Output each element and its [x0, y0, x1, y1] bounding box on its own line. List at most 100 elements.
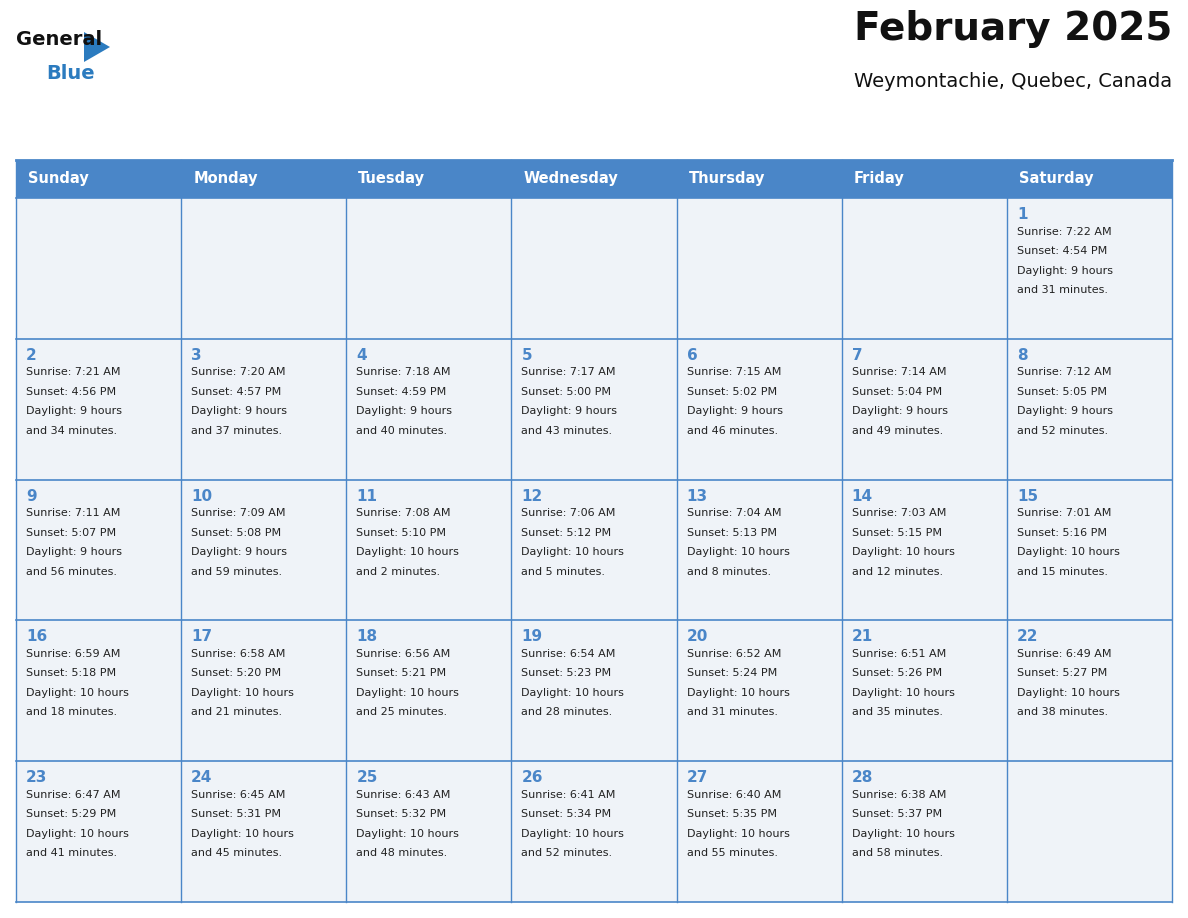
Text: Wednesday: Wednesday — [524, 172, 618, 186]
Bar — [346, 479, 511, 621]
Text: Thursday: Thursday — [689, 172, 765, 186]
Text: 24: 24 — [191, 770, 213, 785]
Text: and 38 minutes.: and 38 minutes. — [1017, 708, 1108, 717]
Text: Daylight: 9 hours: Daylight: 9 hours — [26, 547, 122, 557]
Text: Sunrise: 6:51 AM: Sunrise: 6:51 AM — [852, 649, 946, 659]
Text: and 56 minutes.: and 56 minutes. — [26, 566, 116, 577]
Text: and 18 minutes.: and 18 minutes. — [26, 708, 118, 717]
Bar — [1007, 761, 1173, 902]
Text: 16: 16 — [26, 630, 48, 644]
Text: Sunrise: 7:15 AM: Sunrise: 7:15 AM — [687, 367, 781, 377]
Text: and 8 minutes.: and 8 minutes. — [687, 566, 771, 577]
Text: Sunrise: 6:56 AM: Sunrise: 6:56 AM — [356, 649, 450, 659]
Bar — [1007, 621, 1173, 761]
Text: Friday: Friday — [854, 172, 904, 186]
Text: Sunrise: 6:47 AM: Sunrise: 6:47 AM — [26, 789, 120, 800]
Text: 7: 7 — [852, 348, 862, 363]
Text: Daylight: 9 hours: Daylight: 9 hours — [26, 407, 122, 416]
Bar — [511, 621, 677, 761]
Text: Sunrise: 6:38 AM: Sunrise: 6:38 AM — [852, 789, 946, 800]
Text: and 21 minutes.: and 21 minutes. — [191, 708, 283, 717]
Bar — [511, 339, 677, 479]
Text: and 25 minutes.: and 25 minutes. — [356, 708, 448, 717]
Text: Tuesday: Tuesday — [359, 172, 425, 186]
Text: Daylight: 9 hours: Daylight: 9 hours — [191, 407, 287, 416]
Bar — [15, 198, 181, 339]
Bar — [346, 198, 511, 339]
Text: Sunset: 5:31 PM: Sunset: 5:31 PM — [191, 809, 282, 819]
Text: 13: 13 — [687, 488, 708, 504]
Text: Sunrise: 6:59 AM: Sunrise: 6:59 AM — [26, 649, 120, 659]
Bar — [842, 198, 1007, 339]
Text: Sunset: 5:00 PM: Sunset: 5:00 PM — [522, 386, 612, 397]
Text: Daylight: 10 hours: Daylight: 10 hours — [852, 829, 955, 839]
Text: Sunrise: 6:52 AM: Sunrise: 6:52 AM — [687, 649, 781, 659]
Text: Saturday: Saturday — [1019, 172, 1093, 186]
Bar — [15, 160, 1173, 198]
Text: Blue: Blue — [46, 64, 95, 83]
Text: 17: 17 — [191, 630, 213, 644]
Text: Sunset: 5:15 PM: Sunset: 5:15 PM — [852, 528, 942, 538]
Text: and 59 minutes.: and 59 minutes. — [191, 566, 283, 577]
Bar — [511, 479, 677, 621]
Text: Sunrise: 7:11 AM: Sunrise: 7:11 AM — [26, 508, 120, 518]
Text: Daylight: 10 hours: Daylight: 10 hours — [356, 547, 459, 557]
Text: 4: 4 — [356, 348, 367, 363]
Text: Sunrise: 7:17 AM: Sunrise: 7:17 AM — [522, 367, 615, 377]
Text: Sunrise: 6:49 AM: Sunrise: 6:49 AM — [1017, 649, 1111, 659]
Text: Sunset: 5:10 PM: Sunset: 5:10 PM — [356, 528, 447, 538]
Text: Sunset: 5:04 PM: Sunset: 5:04 PM — [852, 386, 942, 397]
Text: 9: 9 — [26, 488, 37, 504]
Text: Sunrise: 7:06 AM: Sunrise: 7:06 AM — [522, 508, 615, 518]
Text: Daylight: 9 hours: Daylight: 9 hours — [191, 547, 287, 557]
Text: Sunset: 5:12 PM: Sunset: 5:12 PM — [522, 528, 612, 538]
Text: Daylight: 10 hours: Daylight: 10 hours — [1017, 547, 1120, 557]
Text: 27: 27 — [687, 770, 708, 785]
Text: Sunset: 5:05 PM: Sunset: 5:05 PM — [1017, 386, 1107, 397]
Text: Sunrise: 6:58 AM: Sunrise: 6:58 AM — [191, 649, 285, 659]
Text: Sunset: 5:29 PM: Sunset: 5:29 PM — [26, 809, 116, 819]
Bar — [15, 761, 181, 902]
Text: Sunrise: 6:54 AM: Sunrise: 6:54 AM — [522, 649, 615, 659]
Text: Daylight: 10 hours: Daylight: 10 hours — [522, 547, 625, 557]
Bar — [677, 761, 842, 902]
Text: 8: 8 — [1017, 348, 1028, 363]
Text: Sunset: 5:13 PM: Sunset: 5:13 PM — [687, 528, 777, 538]
Text: and 40 minutes.: and 40 minutes. — [356, 426, 448, 436]
Text: Sunrise: 7:21 AM: Sunrise: 7:21 AM — [26, 367, 120, 377]
Bar — [346, 761, 511, 902]
Text: Sunset: 4:57 PM: Sunset: 4:57 PM — [191, 386, 282, 397]
Bar — [15, 479, 181, 621]
Text: Sunrise: 7:03 AM: Sunrise: 7:03 AM — [852, 508, 946, 518]
Text: Daylight: 10 hours: Daylight: 10 hours — [26, 688, 128, 698]
Text: Sunday: Sunday — [29, 172, 89, 186]
Text: Daylight: 10 hours: Daylight: 10 hours — [356, 829, 459, 839]
Text: Daylight: 9 hours: Daylight: 9 hours — [1017, 407, 1113, 416]
Bar — [511, 761, 677, 902]
Text: Sunrise: 6:41 AM: Sunrise: 6:41 AM — [522, 789, 615, 800]
Text: 25: 25 — [356, 770, 378, 785]
Bar — [181, 339, 346, 479]
Text: Sunset: 4:56 PM: Sunset: 4:56 PM — [26, 386, 116, 397]
Text: Sunset: 5:08 PM: Sunset: 5:08 PM — [191, 528, 282, 538]
Text: Sunset: 5:18 PM: Sunset: 5:18 PM — [26, 668, 116, 678]
Bar — [511, 198, 677, 339]
Text: and 31 minutes.: and 31 minutes. — [687, 708, 778, 717]
Text: Sunrise: 7:14 AM: Sunrise: 7:14 AM — [852, 367, 946, 377]
Text: General: General — [15, 30, 102, 49]
Text: Daylight: 10 hours: Daylight: 10 hours — [687, 688, 790, 698]
Text: Daylight: 10 hours: Daylight: 10 hours — [687, 829, 790, 839]
Text: Sunset: 5:35 PM: Sunset: 5:35 PM — [687, 809, 777, 819]
Text: Sunset: 5:02 PM: Sunset: 5:02 PM — [687, 386, 777, 397]
Text: and 34 minutes.: and 34 minutes. — [26, 426, 118, 436]
Bar — [15, 621, 181, 761]
Text: 22: 22 — [1017, 630, 1038, 644]
Text: and 43 minutes.: and 43 minutes. — [522, 426, 613, 436]
Text: 20: 20 — [687, 630, 708, 644]
Text: Sunrise: 6:43 AM: Sunrise: 6:43 AM — [356, 789, 450, 800]
Text: Sunrise: 7:08 AM: Sunrise: 7:08 AM — [356, 508, 450, 518]
Text: Daylight: 10 hours: Daylight: 10 hours — [687, 547, 790, 557]
Text: Daylight: 10 hours: Daylight: 10 hours — [852, 547, 955, 557]
Text: Sunset: 5:24 PM: Sunset: 5:24 PM — [687, 668, 777, 678]
Text: Daylight: 9 hours: Daylight: 9 hours — [356, 407, 453, 416]
